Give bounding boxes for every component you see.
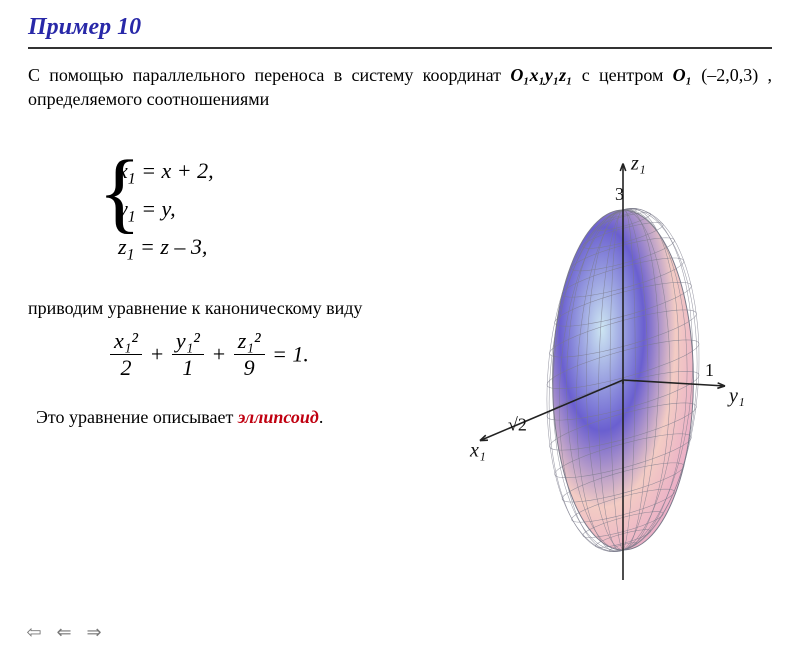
svg-text:1: 1 — [705, 360, 714, 380]
eq-one: = 1. — [272, 342, 309, 367]
eq-row-3: z1 = z – 3, — [118, 230, 458, 268]
nav-prev-button[interactable]: ⇐ — [52, 622, 76, 642]
intro-paragraph: С помощью параллельного переноса в систе… — [28, 63, 772, 112]
eq-row-1: x1 = x + 2, — [118, 154, 458, 192]
frac-2-num: y₁² — [172, 328, 204, 355]
final-pre: Это уравнение описывает — [36, 407, 238, 427]
nav-bar: ⇦ ⇐ ⇒ — [22, 622, 106, 642]
frac-2-den: 1 — [172, 355, 204, 381]
svg-text:z₁: z₁ — [630, 153, 646, 175]
frac-1-num: x₁² — [110, 328, 142, 355]
coord-frame: O₁x₁y₁z₁ — [510, 65, 572, 85]
frac-3: z₁² 9 — [234, 328, 265, 381]
frac-2: y₁² 1 — [172, 328, 204, 381]
plus-2: + — [211, 342, 231, 367]
eq1-rhs: = x + 2, — [136, 158, 214, 183]
frac-3-num: z₁² — [234, 328, 265, 355]
canonical-equation: x₁² 2 + y₁² 1 + z₁² 9 = 1. — [108, 328, 458, 381]
nav-home-button[interactable]: ⇦ — [22, 622, 46, 642]
final-sentence: Это уравнение описывает эллипсоид. — [36, 407, 458, 428]
title-rule — [28, 47, 772, 49]
center-coords: (–2,0,3) — [701, 65, 758, 85]
svg-text:y₁: y₁ — [727, 385, 745, 407]
ellipsoid-figure: z₁ 3 y₁ 1 x₁ √2 — [468, 130, 778, 580]
eq3-rhs: = z – 3, — [134, 234, 207, 259]
eq2-rhs: = y, — [136, 196, 176, 221]
left-column: { x1 = x + 2, y1 = y, z1 = z – 3, привод… — [28, 138, 458, 428]
final-post: . — [319, 407, 324, 427]
intro-mid: с центром — [582, 65, 673, 85]
translation-system: { x1 = x + 2, y1 = y, z1 = z – 3, — [100, 154, 458, 268]
frac-1-den: 2 — [110, 355, 142, 381]
intro-pre: С помощью параллельного переноса в систе… — [28, 65, 510, 85]
svg-text:√2: √2 — [508, 415, 527, 435]
system-brace: { — [98, 150, 141, 236]
eq-row-2: y1 = y, — [118, 192, 458, 230]
center-label: O₁ — [673, 65, 692, 85]
page-title: Пример 10 — [28, 14, 772, 41]
frac-1: x₁² 2 — [110, 328, 142, 381]
frac-3-den: 9 — [234, 355, 265, 381]
plus-1: + — [150, 342, 170, 367]
ellipsoid-keyword: эллипсоид — [238, 407, 319, 427]
canonical-label: приводим уравнение к каноническому виду — [28, 296, 458, 320]
svg-text:x₁: x₁ — [469, 440, 486, 462]
svg-text:3: 3 — [615, 184, 624, 204]
nav-next-button[interactable]: ⇒ — [82, 622, 106, 642]
